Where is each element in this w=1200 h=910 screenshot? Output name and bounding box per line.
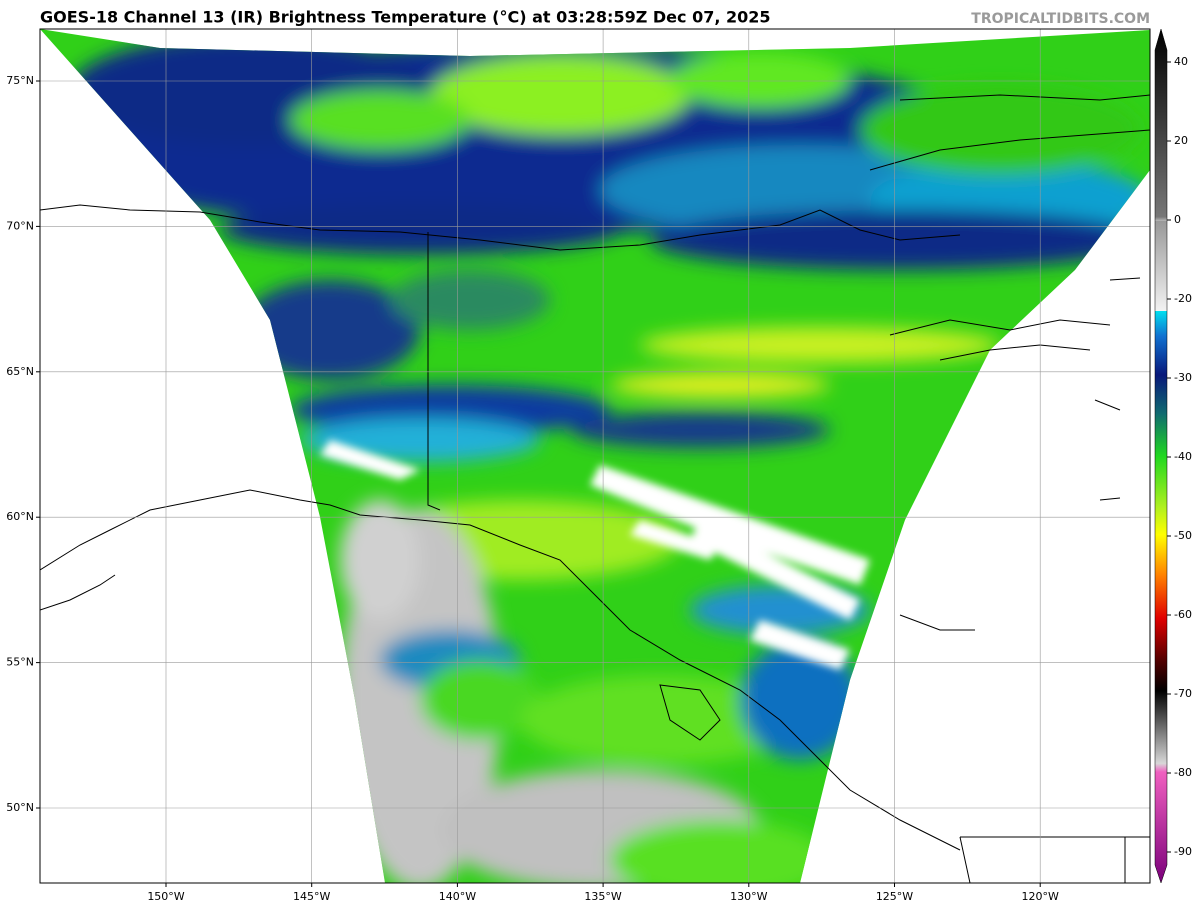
map-frame	[39, 28, 1151, 884]
colorbar-label: -60	[1174, 608, 1192, 621]
lon-label: 125°W	[876, 890, 913, 903]
lat-label: 55°N	[6, 656, 34, 669]
lon-label: 130°W	[730, 890, 767, 903]
lat-label: 60°N	[6, 510, 34, 523]
satellite-imagery	[40, 29, 1150, 883]
colorbar-label: -50	[1174, 529, 1192, 542]
lon-label: 120°W	[1022, 890, 1059, 903]
colorbar-label: -70	[1174, 687, 1192, 700]
colorbar-label: 20	[1174, 134, 1188, 147]
title: GOES-18 Channel 13 (IR) Brightness Tempe…	[40, 8, 771, 27]
colorbar-label: -20	[1174, 292, 1192, 305]
coastlines	[40, 94, 1150, 883]
lat-label: 70°N	[6, 219, 34, 232]
colorbar-label: -30	[1174, 371, 1192, 384]
graticule	[40, 29, 1150, 883]
lon-label: 145°W	[293, 890, 330, 903]
lon-label: 140°W	[439, 890, 476, 903]
lat-label: 50°N	[6, 801, 34, 814]
colorbar-label: -90	[1174, 845, 1192, 858]
colorbar-label: -80	[1174, 766, 1192, 779]
lon-label: 150°W	[147, 890, 184, 903]
lat-label: 75°N	[6, 74, 34, 87]
lon-label: 135°W	[584, 890, 621, 903]
colorbar	[1154, 28, 1168, 884]
colorbar-scale	[1154, 28, 1168, 884]
lat-label: 65°N	[6, 365, 34, 378]
colorbar-label: -40	[1174, 450, 1192, 463]
colorbar-label: 0	[1174, 213, 1181, 226]
credit: TROPICALTIDBITS.COM	[971, 11, 1150, 27]
colorbar-label: 40	[1174, 55, 1188, 68]
